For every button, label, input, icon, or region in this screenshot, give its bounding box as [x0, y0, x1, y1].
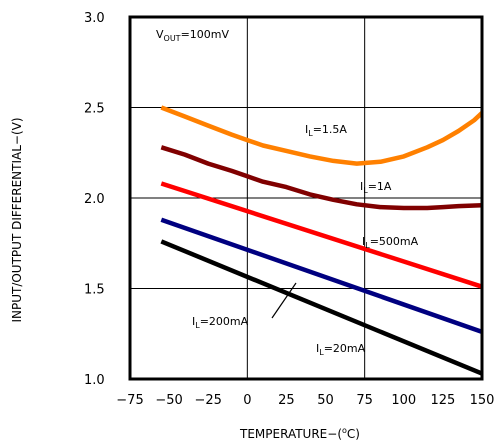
plot-frame [128, 15, 484, 381]
label-leader-line [271, 282, 297, 319]
x-tick-label: −25 [195, 393, 222, 408]
y-tick-label: 2.5 [84, 102, 105, 117]
x-tick-label: 50 [317, 393, 334, 408]
x-tick-label: −75 [116, 393, 143, 408]
vout-label-sub: OUT [164, 34, 181, 43]
series-line-2 [160, 181, 483, 289]
x-tick-label: 150 [470, 393, 495, 408]
y-tick-label: 3.0 [84, 11, 105, 26]
x-axis-title: TEMPERATURE−(oC) [239, 426, 360, 441]
series-label-4: IL=20mA [316, 342, 366, 357]
y-tick-label: 2.0 [84, 192, 105, 207]
x-tick-label: 100 [391, 393, 416, 408]
vout-annotation: VOUT=100mV [156, 28, 230, 43]
x-tick-label: −50 [155, 393, 182, 408]
x-axis-title-degree: o [342, 426, 347, 435]
x-tick-label: 75 [356, 393, 373, 408]
series-line-3 [160, 217, 483, 335]
series-line-0 [160, 105, 484, 166]
vout-label-main: V [156, 28, 164, 41]
series-label-0: IL=1.5A [305, 123, 347, 138]
vout-label-rest: =100mV [181, 28, 230, 41]
series-label-3: IL=200mA [192, 315, 249, 330]
y-axis-title: INPUT/OUTPUT DIFFERENTIAL−(V) [10, 117, 24, 322]
series-line-1 [160, 145, 483, 211]
plot-border [128, 15, 484, 381]
grid [130, 16, 482, 380]
series-label-2: IL=500mA [362, 235, 419, 250]
y-tick-label: 1.0 [84, 373, 105, 388]
series-labels: IL=1.5A IL=1A IL=500mA IL=200mA IL=20mA [192, 123, 419, 357]
series-line-4 [160, 239, 483, 376]
x-axis-title-unit: C) [347, 427, 360, 441]
series-label-1: IL=1A [360, 180, 392, 195]
x-axis-title-main: TEMPERATURE−( [239, 427, 342, 441]
series-layer [160, 105, 484, 376]
x-tick-label: 0 [243, 393, 251, 408]
tick-labels: −75 −50 −25 0 25 50 75 100 125 150 1.0 1.5 2.0 2.5 3.0 [84, 11, 494, 408]
x-tick-label: 25 [278, 393, 295, 408]
y-tick-label: 1.5 [84, 283, 105, 298]
x-tick-label: 125 [430, 393, 455, 408]
